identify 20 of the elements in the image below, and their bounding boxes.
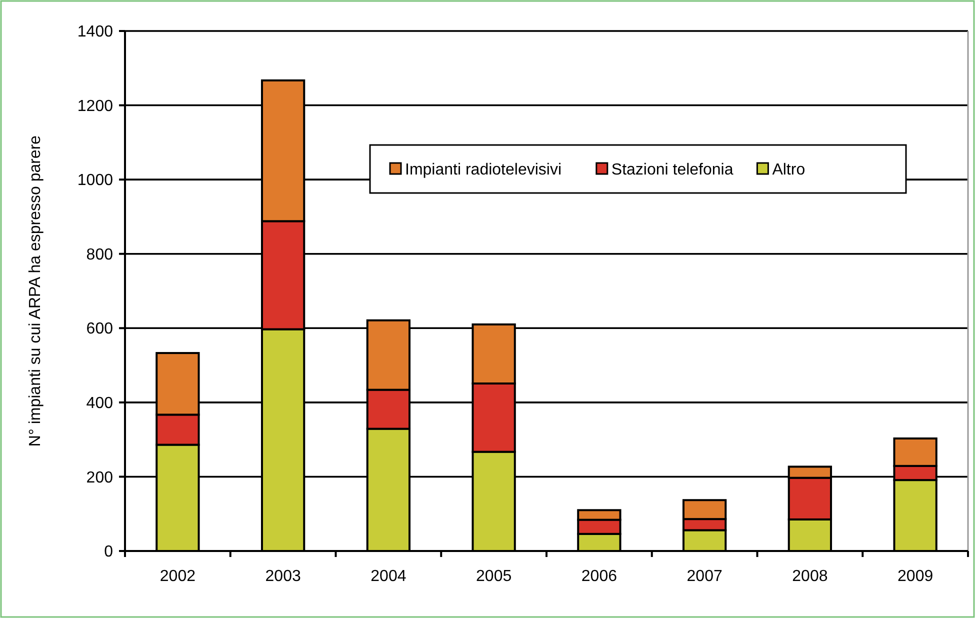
x-tick-label: 2004 [370, 568, 406, 585]
y-tick-label: 400 [86, 395, 114, 412]
x-tick-label: 2002 [160, 568, 196, 585]
x-tick-label: 2009 [898, 568, 934, 585]
x-tick-label: 2006 [581, 568, 618, 585]
legend-label: Altro [772, 162, 806, 179]
y-tick-label: 800 [86, 246, 114, 264]
y-tick-label: 0 [104, 544, 114, 561]
x-tick-label: 2005 [476, 568, 512, 585]
y-tick-label: 1400 [77, 24, 114, 41]
x-tick-label: 2008 [792, 568, 828, 585]
legend-label: Stazioni telefonia [611, 162, 734, 179]
x-tick-label: 2007 [686, 568, 722, 585]
y-tick-label: 200 [86, 469, 114, 486]
y-axis-title: N° impianti su cui ARPA ha espresso parere [27, 135, 44, 447]
legend-label: Impianti radiotelevisivi [405, 162, 562, 179]
x-tick-label: 2003 [265, 568, 301, 585]
y-tick-label: 1200 [77, 98, 114, 115]
y-tick-label: 600 [86, 320, 114, 338]
y-tick-label: 1000 [77, 172, 114, 190]
